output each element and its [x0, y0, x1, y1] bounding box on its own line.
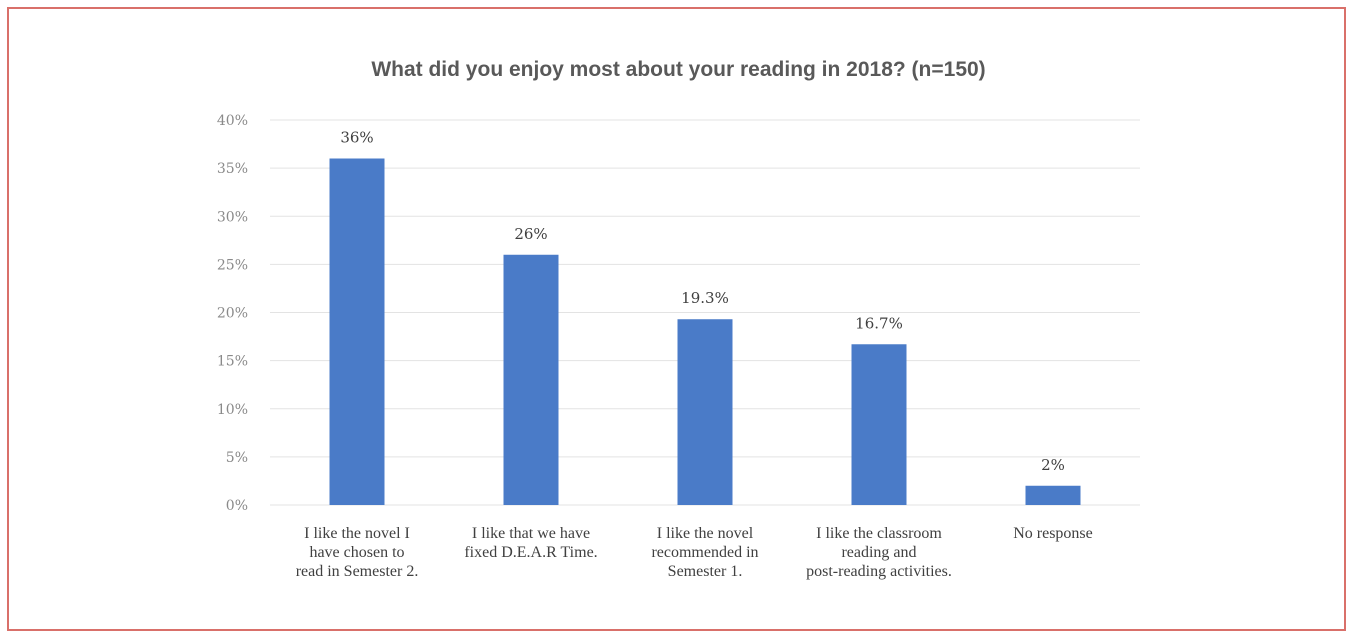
- y-tick-label: 30%: [217, 209, 248, 225]
- data-label: 2%: [1041, 456, 1065, 474]
- category-label: post-reading activities.: [806, 563, 952, 580]
- category-label: have chosen to: [309, 544, 404, 561]
- category-label: recommended in: [651, 544, 758, 561]
- data-label: 26%: [514, 225, 547, 243]
- y-tick-label: 0%: [226, 498, 248, 514]
- y-tick-label: 10%: [217, 402, 248, 418]
- category-label: reading and: [841, 544, 916, 561]
- category-label: I like that we have: [472, 525, 590, 542]
- y-tick-label: 25%: [217, 257, 248, 273]
- category-label: No response: [1013, 525, 1093, 542]
- category-label: Semester 1.: [668, 563, 743, 580]
- y-tick-label: 5%: [226, 450, 248, 466]
- category-label: read in Semester 2.: [296, 563, 419, 580]
- bar: [1025, 485, 1081, 505]
- category-label: I like the classroom: [816, 525, 942, 542]
- data-label: 36%: [340, 129, 373, 147]
- category-label: fixed D.E.A.R Time.: [464, 544, 597, 561]
- chart-title: What did you enjoy most about your readi…: [371, 58, 986, 81]
- data-label: 16.7%: [855, 314, 903, 332]
- bar: [329, 158, 385, 505]
- figure-frame: [7, 7, 1346, 631]
- y-tick-label: 40%: [217, 113, 248, 129]
- bar: [677, 319, 733, 505]
- y-tick-label: 35%: [217, 161, 248, 177]
- y-tick-label: 15%: [217, 354, 248, 370]
- bar: [503, 254, 559, 505]
- bar: [851, 344, 907, 505]
- data-label: 19.3%: [681, 289, 729, 307]
- category-label: I like the novel I: [304, 525, 410, 542]
- category-label: I like the novel: [657, 525, 754, 542]
- y-tick-label: 20%: [217, 306, 248, 322]
